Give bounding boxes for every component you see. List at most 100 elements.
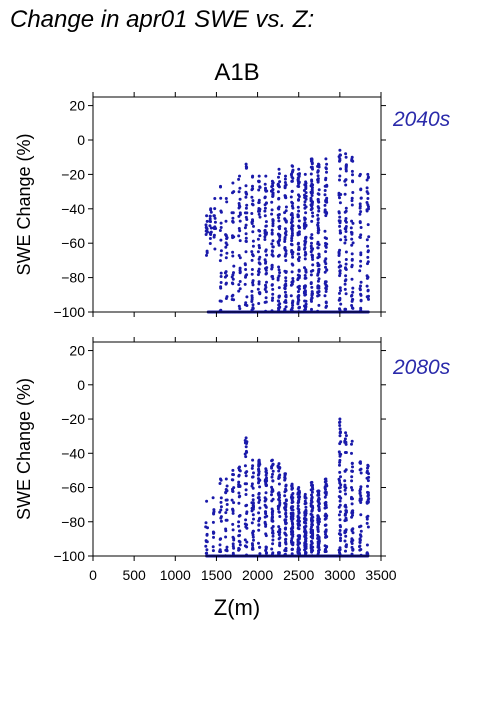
page-title: Change in apr01 SWE vs. Z: (10, 6, 315, 33)
data-point (231, 234, 234, 238)
data-point (224, 219, 228, 223)
data-point (224, 498, 228, 502)
data-point (290, 204, 294, 208)
data-point (213, 225, 217, 229)
data-point (303, 200, 307, 204)
data-point (309, 512, 313, 516)
data-point (278, 227, 281, 231)
data-point (343, 282, 347, 286)
data-point (265, 280, 268, 284)
data-point (303, 217, 307, 221)
data-point (250, 521, 254, 525)
data-point (338, 546, 342, 550)
data-point (250, 300, 254, 303)
data-point (304, 269, 308, 273)
data-point (243, 452, 247, 456)
data-point (343, 235, 347, 239)
scatter-points-2080s (204, 417, 371, 558)
data-point (205, 249, 209, 253)
data-point (351, 191, 355, 194)
data-point (250, 212, 254, 215)
data-point (350, 232, 354, 236)
data-point (298, 274, 301, 278)
data-point (204, 525, 208, 529)
data-point (257, 541, 260, 545)
data-point (325, 170, 328, 174)
data-point (298, 495, 302, 499)
data-point (344, 164, 348, 168)
data-point (283, 290, 287, 294)
data-point (344, 534, 348, 538)
data-point (219, 184, 222, 188)
data-point (251, 244, 255, 248)
data-point (283, 286, 287, 290)
data-point (343, 451, 347, 454)
data-point (208, 224, 212, 228)
data-point (291, 530, 295, 534)
data-point (257, 302, 261, 305)
data-point (277, 172, 281, 176)
data-point (251, 513, 255, 517)
data-point (344, 292, 348, 296)
data-point (271, 277, 275, 281)
data-point (283, 307, 287, 311)
data-point (310, 194, 314, 197)
data-point (257, 282, 261, 286)
data-point (223, 271, 227, 275)
data-point (297, 193, 300, 197)
data-point (359, 280, 363, 284)
data-point (367, 207, 370, 211)
data-point (271, 274, 274, 278)
data-point (244, 474, 248, 478)
data-point (309, 203, 313, 207)
data-point (258, 185, 262, 189)
data-point (277, 216, 281, 220)
data-point (344, 230, 348, 233)
data-point (251, 279, 255, 283)
data-point (350, 243, 354, 247)
data-point (270, 298, 274, 302)
data-point (309, 172, 313, 176)
data-point (366, 223, 370, 227)
x-tick-label: 3000 (324, 567, 355, 583)
data-point (311, 214, 315, 218)
data-point (290, 224, 294, 227)
data-point (303, 305, 307, 309)
data-point (296, 257, 300, 261)
data-point (311, 532, 314, 536)
data-point (277, 551, 280, 555)
data-point (324, 477, 328, 481)
data-point (304, 240, 308, 244)
data-point (212, 531, 216, 535)
data-point (344, 217, 348, 220)
data-point (251, 218, 254, 222)
data-point (251, 283, 255, 287)
data-point (237, 514, 241, 518)
data-point (224, 241, 228, 245)
data-point (359, 226, 363, 229)
data-point (225, 545, 229, 549)
data-point (310, 495, 314, 499)
data-point (264, 534, 268, 538)
data-point (238, 219, 242, 223)
data-point (238, 307, 242, 311)
data-point (343, 241, 347, 245)
data-point (324, 305, 328, 309)
data-point (204, 551, 208, 555)
data-point (244, 493, 248, 496)
data-point (350, 304, 354, 307)
data-point (283, 231, 287, 235)
data-point (316, 174, 320, 178)
data-point (324, 214, 328, 218)
data-point (264, 491, 268, 495)
data-point (257, 492, 261, 496)
data-point (250, 258, 254, 262)
data-point (350, 486, 353, 489)
data-point (310, 541, 314, 545)
data-point (297, 268, 301, 272)
data-point (245, 273, 249, 277)
data-point (310, 525, 313, 529)
data-point (263, 521, 267, 525)
data-point (338, 157, 342, 161)
data-point (367, 205, 370, 209)
